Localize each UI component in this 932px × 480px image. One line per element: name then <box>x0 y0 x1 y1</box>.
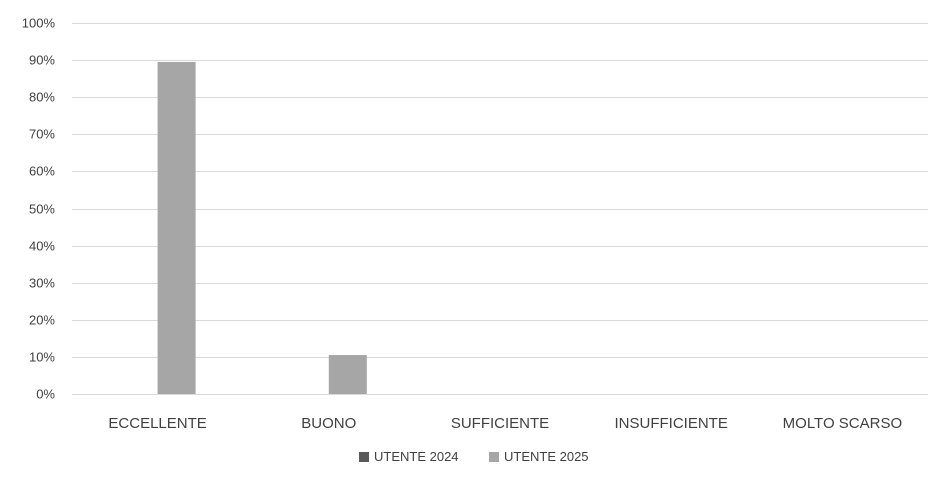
legend-label: UTENTE 2024 <box>374 449 459 464</box>
bar <box>328 355 367 394</box>
legend-label: UTENTE 2025 <box>504 449 589 464</box>
y-tick-label: 100% <box>22 16 56 31</box>
y-tick-label: 10% <box>29 350 55 365</box>
y-tick-label: 70% <box>29 127 55 142</box>
legend: UTENTE 2024 UTENTE 2025 <box>359 449 589 464</box>
y-tick-label: 20% <box>29 313 55 328</box>
legend-swatch <box>359 452 369 462</box>
y-tick-label: 60% <box>29 164 55 179</box>
y-tick-label: 50% <box>29 202 55 217</box>
y-tick-label: 90% <box>29 53 55 68</box>
y-tick-label: 0% <box>36 387 55 402</box>
x-axis-labels: ECCELLENTE BUONO SUFFICIENTE INSUFFICIENTE M… <box>108 415 902 432</box>
bar <box>157 61 196 395</box>
y-axis-ticks: 0% 10% 20% 30% 40% 50% 60% 70% 80% 90% 100% <box>22 16 56 402</box>
y-tick-label: 30% <box>29 276 55 291</box>
x-tick-label: MOLTO SCARSO <box>783 415 902 432</box>
x-tick-label: ECCELLENTE <box>108 415 206 432</box>
x-tick-label: SUFFICIENTE <box>451 415 549 432</box>
bars <box>157 61 367 395</box>
y-tick-label: 40% <box>29 239 55 254</box>
gridlines <box>72 23 928 395</box>
legend-swatch <box>489 452 499 462</box>
x-tick-label: INSUFFICIENTE <box>615 415 728 432</box>
y-tick-label: 80% <box>29 90 55 105</box>
x-tick-label: BUONO <box>301 415 356 432</box>
